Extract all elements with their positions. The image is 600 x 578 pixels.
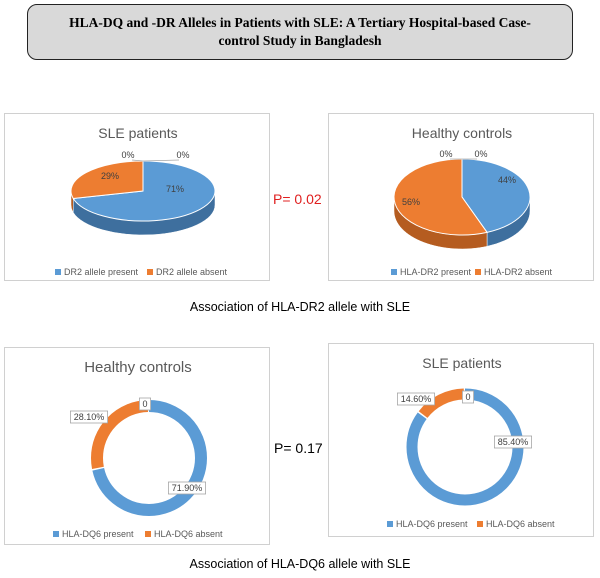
data-label-present: 44% <box>498 175 516 185</box>
data-label-zero: 0% <box>121 150 134 160</box>
p-value-dr2: P= 0.02 <box>273 191 322 207</box>
slice-hla-dr2-present <box>461 158 531 233</box>
data-label-zero: 0% <box>439 149 452 159</box>
slice-hla-dr2-absent <box>393 158 488 236</box>
caption-dr2: Association of HLA-DR2 allele with SLE <box>189 300 411 314</box>
figure-title: HLA-DQ and -DR Alleles in Patients with … <box>27 4 573 60</box>
chart-panel-dq6-controls: Healthy controls 71.90% 28.10% 0 HLA-DQ6 p… <box>4 347 270 545</box>
data-label-zero: 0 <box>142 399 147 409</box>
data-label-present-box <box>167 481 206 495</box>
data-label-absent: 28.10% <box>74 412 105 422</box>
data-label-present: 71% <box>166 184 184 194</box>
legend-label-present: HLA-DR2 present <box>400 267 472 277</box>
leader-line <box>131 159 144 162</box>
legend-label-absent: HLA-DQ6 absent <box>154 529 223 539</box>
legend: HLA-DQ6 present HLA-DQ6 absent <box>53 529 223 539</box>
pie-chart-dr2-controls: Healthy controls 44% 56% 0% 0% HLA-DR2 pres… <box>391 125 553 277</box>
slice-dr2-allele-absent <box>70 160 144 199</box>
data-label-absent: 29% <box>101 171 119 181</box>
legend-label-absent: HLA-DR2 absent <box>484 267 553 277</box>
legend-swatch-absent <box>145 531 151 537</box>
caption-dq6: Association of HLA-DQ6 allele with SLE <box>189 557 411 571</box>
chart-panel-dr2-sle: SLE patients 71% 29% 0% 0% DR2 allele prese… <box>4 113 270 281</box>
chart-panel-dq6-sle: SLE patients 85.40% 14.60% 0 HLA-DQ6 prese… <box>328 343 594 537</box>
chart-title: SLE patients <box>422 355 501 371</box>
data-label-absent: 56% <box>402 197 420 207</box>
slice-dr2-allele-present <box>72 160 216 222</box>
chart-title: Healthy controls <box>84 359 192 376</box>
data-label-zero-box <box>138 397 151 411</box>
legend-swatch-absent <box>477 521 483 527</box>
data-label-absent-box <box>70 410 109 424</box>
data-label-zero-box <box>461 390 474 404</box>
p-value-dq6: P= 0.17 <box>274 440 323 456</box>
legend: HLA-DQ6 present HLA-DQ6 absent <box>387 519 555 529</box>
data-label-zero: 0% <box>176 150 189 160</box>
donut-chart-dq6-sle: SLE patients 85.40% 14.60% 0 HLA-DQ6 prese… <box>387 355 555 529</box>
legend-swatch-present <box>55 269 61 275</box>
data-label-zero: 0% <box>474 149 487 159</box>
legend-label-present: HLA-DQ6 present <box>396 519 468 529</box>
data-label-present-box <box>493 435 532 449</box>
legend-swatch-absent <box>147 269 153 275</box>
legend: DR2 allele present DR2 allele absent <box>55 267 228 277</box>
chart-title: Healthy controls <box>412 125 512 141</box>
legend-swatch-present <box>387 521 393 527</box>
leader-line <box>142 159 180 162</box>
slice-hla-dq6-absent <box>91 400 207 516</box>
pie-chart-dr2-sle: SLE patients 71% 29% 0% 0% DR2 allele prese… <box>55 125 228 277</box>
legend-label-absent: DR2 allele absent <box>156 267 228 277</box>
legend-swatch-present <box>391 269 397 275</box>
data-label-present: 85.40% <box>498 437 529 447</box>
legend-swatch-absent <box>475 269 481 275</box>
legend-swatch-present <box>53 531 59 537</box>
donut-chart-dq6-controls: Healthy controls 71.90% 28.10% 0 HLA-DQ6 p… <box>53 359 223 539</box>
data-label-absent: 14.60% <box>401 394 432 404</box>
chart-title: SLE patients <box>98 125 177 141</box>
chart-panel-dr2-controls: Healthy controls 44% 56% 0% 0% HLA-DR2 pres… <box>328 113 594 281</box>
data-label-absent-box <box>397 392 436 406</box>
legend-label-present: DR2 allele present <box>64 267 139 277</box>
legend-label-present: HLA-DQ6 present <box>62 529 134 539</box>
legend: HLA-DR2 present HLA-DR2 absent <box>391 267 553 277</box>
legend-label-absent: HLA-DQ6 absent <box>486 519 555 529</box>
data-label-zero: 0 <box>465 392 470 402</box>
data-label-present: 71.90% <box>172 483 203 493</box>
